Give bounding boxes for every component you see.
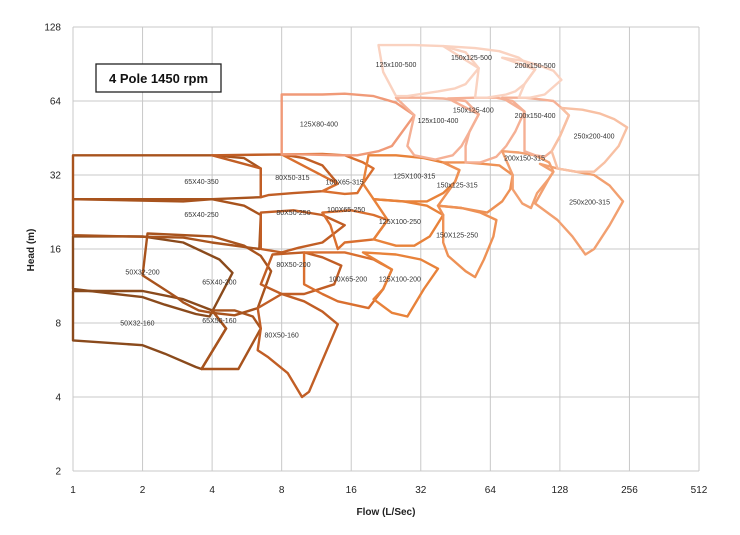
pump-curve-7 [259,251,343,296]
pump-curve-label-25: 200x150-500 [515,63,556,70]
pump-curve-4 [71,197,262,251]
pump-curve-label-26: 250x200-315 [569,199,610,206]
pump-curve-2 [200,309,262,371]
pump-curve-label-12: 100X65-315 [326,179,364,186]
pump-curve-label-15: 125X100-250 [379,219,421,226]
pump-curve-19 [436,204,498,279]
pump-curve-20 [436,161,514,214]
pump-curve-label-21: 150x125-400 [453,107,494,114]
pump-curve-label-5: 65X40-350 [184,179,218,186]
pump-curve-10 [302,251,394,310]
pump-curve-11 [321,209,389,251]
pump-curve-6 [256,292,339,399]
pump-curve-label-19: 150X125-250 [436,233,478,240]
y-tick-label-1: 4 [55,393,61,404]
y-tick-label-5: 64 [50,97,62,108]
pump-curve-label-18: 125x100-500 [376,62,417,69]
pump-curve-label-27: 250x200-400 [574,134,615,141]
x-tick-label-4: 16 [346,485,358,496]
pump-curve-5 [71,154,262,203]
pump-curve-label-13: 125X80-400 [300,121,338,128]
pump-curve-label-0: 50X32-160 [120,321,154,328]
pump-curve-24 [501,96,571,158]
pump-curve-label-9: 80X50-315 [275,175,309,182]
pump-curve-label-3: 65X40-200 [202,279,236,286]
y-tick-label-3: 16 [50,245,62,256]
pump-curve-label-8: 80X50-250 [276,210,310,217]
annotation-box-text: 4 Pole 1450 rpm [109,71,208,86]
pump-curve-label-1: 50X32-200 [125,270,159,277]
pump-curve-18 [377,43,480,98]
pump-curve-0 [71,289,228,371]
pump-curve-8 [259,209,346,254]
pump-curve-27 [550,106,629,173]
y-tick-label-4: 32 [50,171,62,182]
x-tick-label-3: 8 [279,485,285,496]
pump-curve-label-7: 80X50-200 [276,262,310,269]
pump-curve-14 [361,251,440,318]
x-tick-label-8: 256 [621,485,638,496]
x-axis-title: Flow (L/Sec) [357,507,416,518]
y-axis-title: Head (m) [26,229,37,272]
x-axis-ticks: 1 2 4 8 16 32 64 128 256 512 [70,485,708,496]
pump-curve-22 [442,44,537,99]
x-tick-label-0: 1 [70,485,76,496]
pump-curve-label-14: 125X100-200 [379,277,421,284]
pump-curve-label-24: 200x150-400 [515,113,556,120]
pump-curve-label-10: 100X65-200 [329,277,367,284]
x-tick-label-9: 512 [691,485,708,496]
pump-curve-label-16: 125X100-315 [393,173,435,180]
y-tick-label-0: 2 [55,467,61,478]
y-axis-ticks: 2 4 8 16 32 64 128 [44,23,61,478]
grid-lines [72,26,700,472]
x-tick-label-5: 32 [415,485,427,496]
pump-curve-label-11: 100X65-250 [327,207,365,214]
annotation-box-frame [95,63,222,93]
pump-curve-13 [280,92,416,157]
x-tick-label-6: 64 [485,485,497,496]
pump-curve-label-6: 80X50-160 [265,332,299,339]
pump-curve-25 [501,56,563,99]
pump-curve-1 [71,235,234,318]
pump-curve-label-2: 65X50-160 [202,318,236,325]
pump-curve-label-17: 125x100-400 [418,118,459,125]
x-tick-label-7: 128 [552,485,569,496]
y-tick-label-6: 128 [44,23,61,34]
x-tick-label-2: 4 [209,485,215,496]
pump-curve-labels: 50X32-160 50X32-200 65X50-160 65X40-200 65X4… [120,55,614,339]
pump-curve-26 [533,162,625,256]
pump-curve-label-20: 150x125-315 [437,182,478,189]
x-tick-label-1: 2 [140,485,146,496]
speed-annotation-box: 4 Pole 1450 rpm [95,63,222,93]
pump-curve-label-23: 200x150-315 [504,156,545,163]
pump-curve-regions [71,43,629,399]
pump-curve-label-4: 65X40-250 [184,212,218,219]
pump-curve-15 [372,197,445,247]
pump-curve-17 [394,96,480,161]
pump-curve-16 [361,154,461,203]
pump-curve-label-22: 150x125-500 [451,55,492,62]
y-tick-label-2: 8 [55,319,61,330]
